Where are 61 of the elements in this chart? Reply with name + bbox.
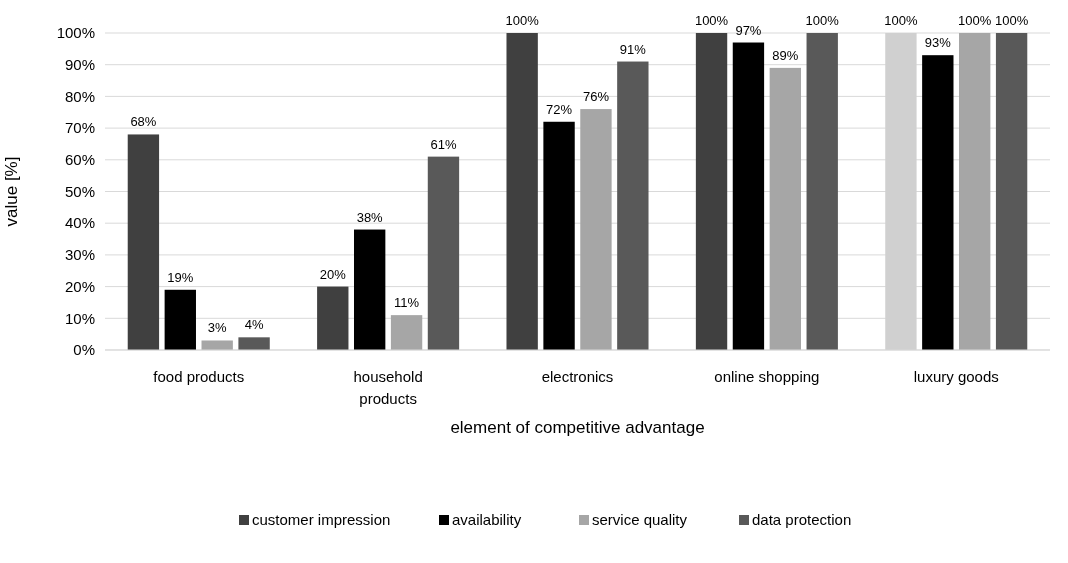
data-label: 61% bbox=[430, 136, 457, 152]
y-tick-label: 70% bbox=[64, 119, 95, 137]
bar bbox=[959, 33, 991, 350]
y-tick-label: 60% bbox=[64, 151, 95, 169]
bar bbox=[995, 33, 1028, 350]
data-label: 11% bbox=[394, 295, 420, 311]
x-tick-label: electronics bbox=[541, 368, 614, 385]
data-label: 100% bbox=[694, 13, 729, 28]
y-tick-label: 100% bbox=[56, 24, 95, 42]
bar bbox=[164, 289, 196, 350]
data-label: 100% bbox=[505, 13, 540, 28]
x-axis-title: element of competitive advantage bbox=[450, 418, 705, 437]
bar bbox=[390, 315, 423, 350]
data-label: 100% bbox=[958, 13, 992, 28]
data-label: 91% bbox=[619, 41, 647, 57]
bar bbox=[806, 33, 838, 350]
bar bbox=[922, 55, 954, 350]
bar bbox=[543, 121, 575, 350]
bar bbox=[238, 337, 270, 350]
data-label: 100% bbox=[994, 13, 1029, 28]
bar bbox=[617, 61, 649, 350]
data-label: 38% bbox=[356, 209, 384, 225]
bar bbox=[317, 286, 349, 350]
data-label: 100% bbox=[805, 13, 840, 28]
y-tick-label: 10% bbox=[64, 309, 95, 327]
data-label: 3% bbox=[207, 320, 228, 336]
data-label: 89% bbox=[772, 47, 799, 63]
y-tick-label: 40% bbox=[64, 214, 95, 232]
y-tick-label: 0% bbox=[73, 341, 95, 359]
bar bbox=[427, 156, 460, 350]
data-label: 4% bbox=[244, 317, 264, 333]
legend-label: availability bbox=[452, 511, 522, 529]
bar bbox=[732, 42, 765, 350]
bar bbox=[769, 67, 801, 350]
y-tick-label: 80% bbox=[64, 87, 95, 105]
x-tick-label: household products bbox=[353, 368, 423, 407]
x-tick-label: luxury goods bbox=[913, 368, 999, 385]
legend-label: data protection bbox=[752, 511, 852, 529]
bar bbox=[695, 33, 728, 350]
bar bbox=[201, 340, 233, 350]
bar bbox=[354, 229, 386, 350]
y-tick-label: 90% bbox=[64, 55, 95, 73]
data-label: 97% bbox=[735, 22, 762, 38]
data-label: 76% bbox=[582, 89, 610, 105]
data-label: 68% bbox=[130, 114, 157, 130]
x-tick-label: food products bbox=[153, 368, 245, 385]
bar bbox=[580, 109, 612, 350]
y-tick-label: 20% bbox=[64, 277, 95, 295]
data-label: 100% bbox=[884, 13, 918, 28]
x-tick-label: online shopping bbox=[714, 368, 820, 385]
data-label: 19% bbox=[167, 269, 194, 285]
data-label: 93% bbox=[924, 35, 952, 51]
legend-label: service quality bbox=[592, 511, 688, 529]
bar bbox=[506, 33, 538, 350]
y-axis-title: value [%] bbox=[2, 156, 21, 227]
y-tick-label: 50% bbox=[64, 182, 95, 200]
bar bbox=[127, 134, 160, 350]
legend-label: customer impression bbox=[252, 511, 391, 529]
data-label: 72% bbox=[546, 101, 573, 117]
data-label: 20% bbox=[319, 266, 347, 282]
y-tick-label: 30% bbox=[64, 246, 95, 264]
